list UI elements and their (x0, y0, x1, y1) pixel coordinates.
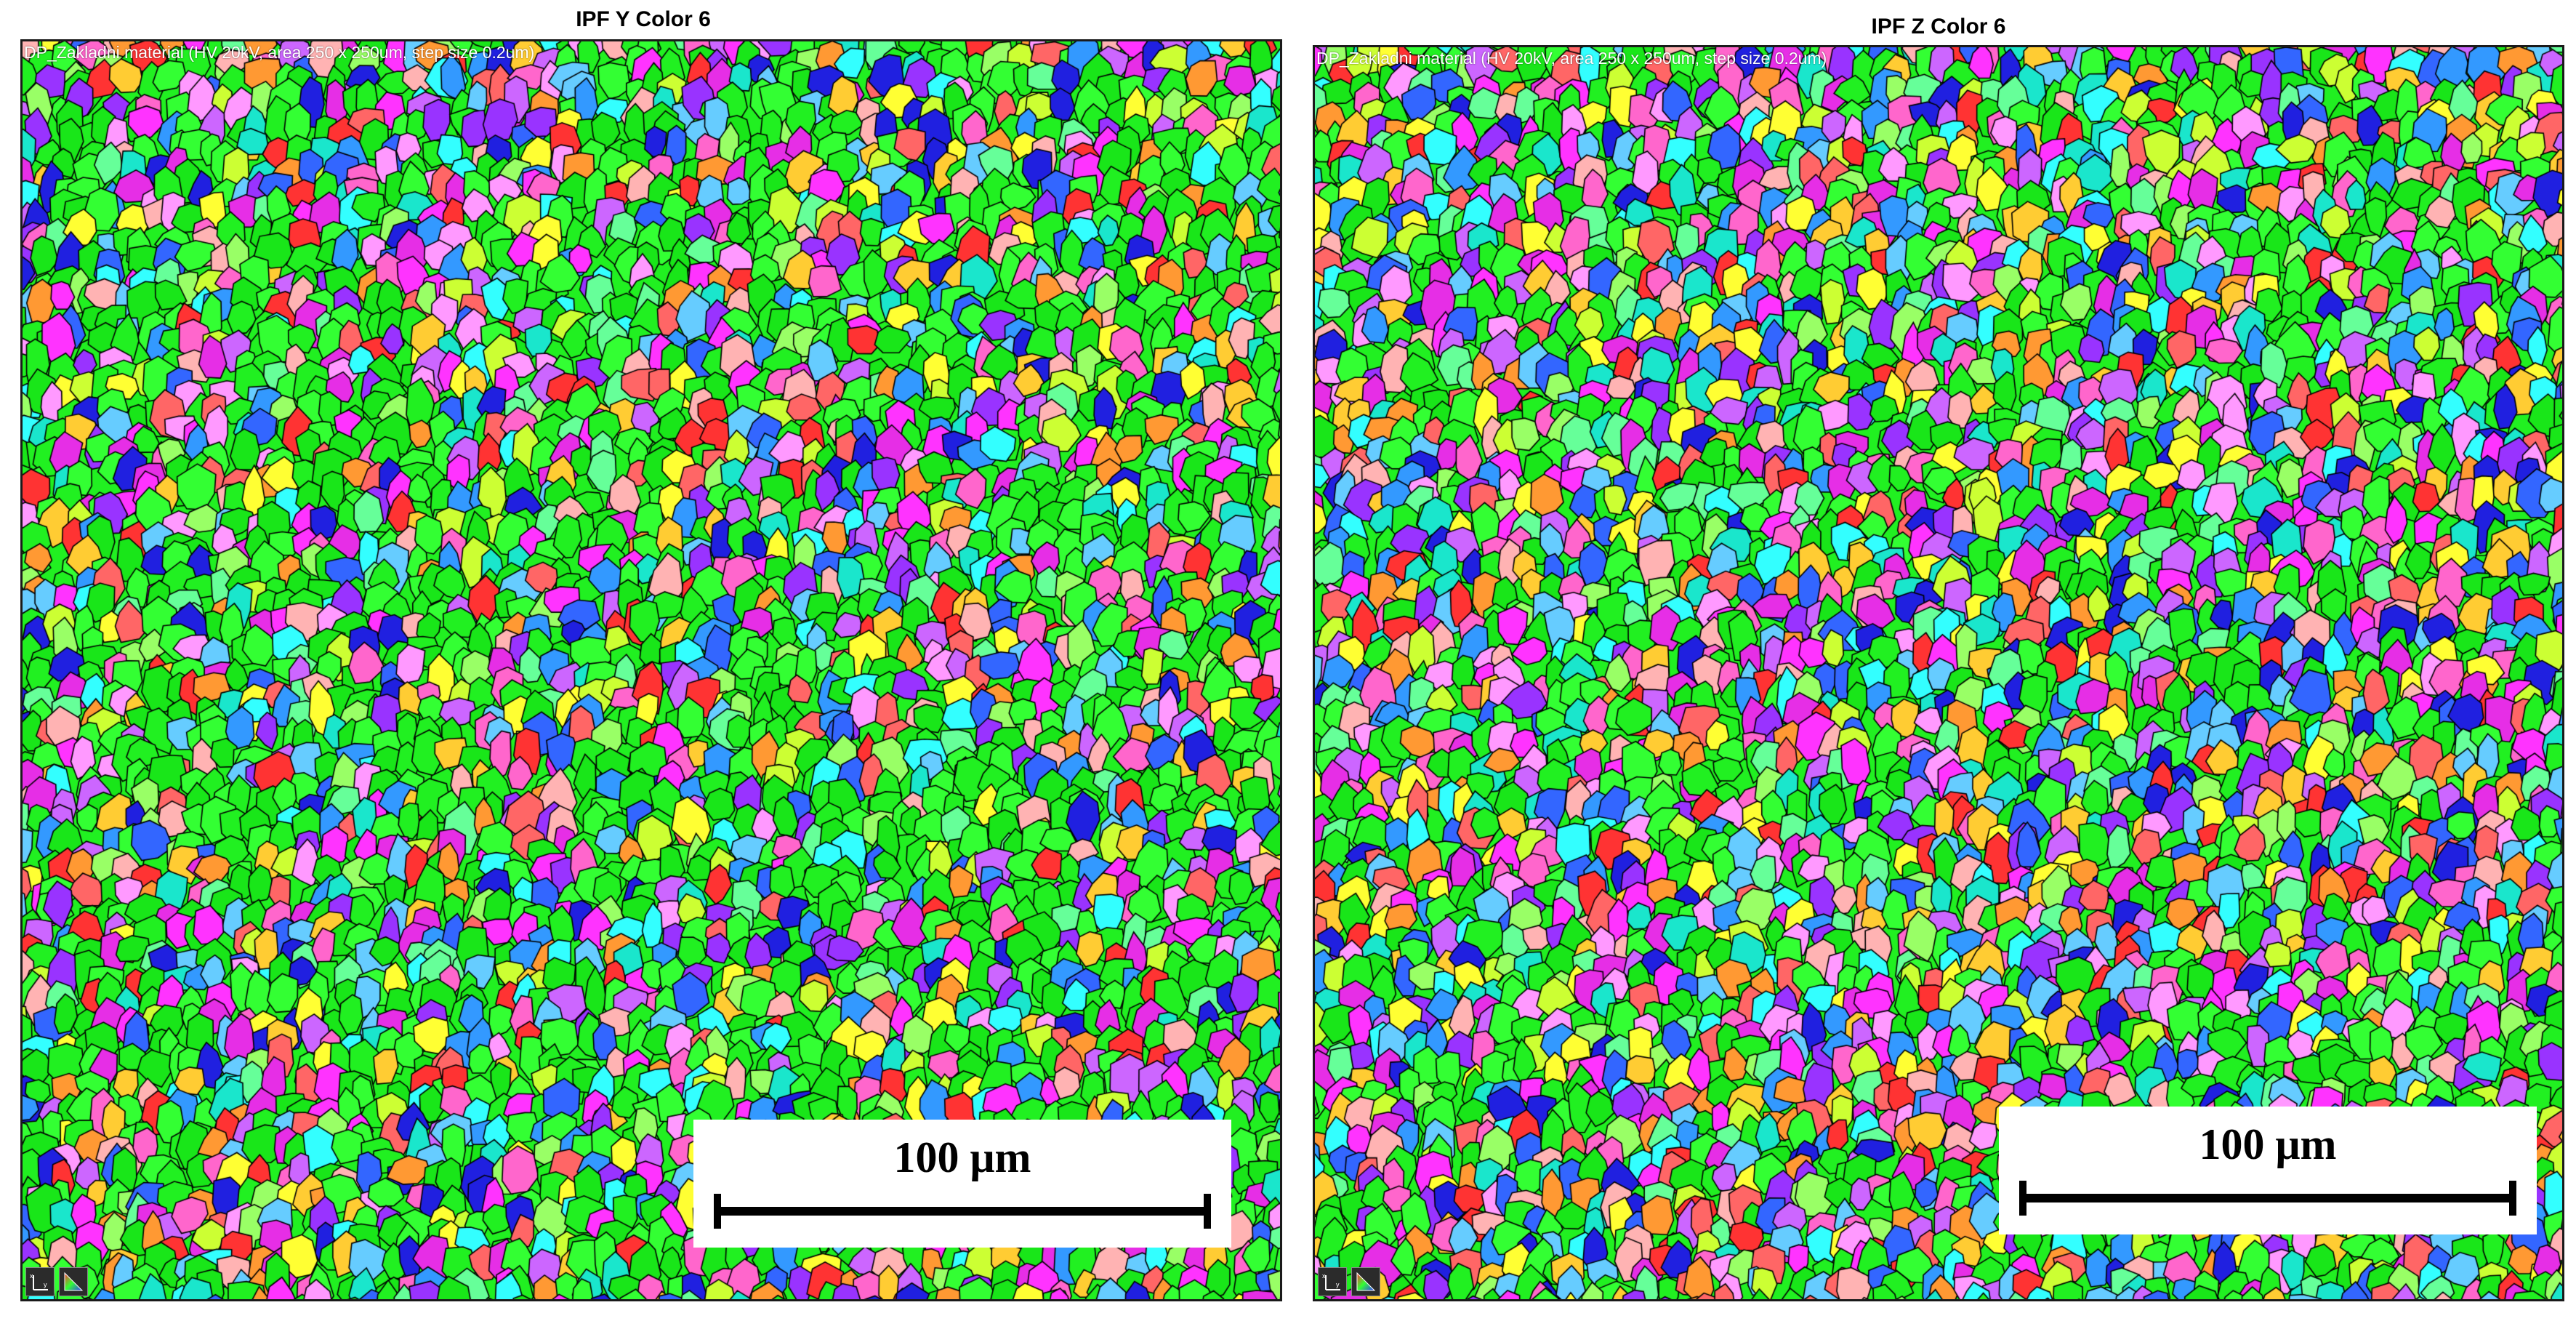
panel-title: IPF Y Color 6 (576, 7, 711, 31)
scale-bar-label: 100 μm (893, 1133, 1031, 1181)
map-toolbar: x y (1318, 1267, 1380, 1296)
svg-text:x: x (30, 1272, 33, 1280)
panel-title: IPF Z Color 6 (1871, 15, 2006, 39)
ipf-z-panel: IPF Z Color 6 DP_Zakladni material (HV 2… (1301, 0, 2576, 1321)
scale-bar-box: 100 μm (693, 1120, 1231, 1248)
scale-bar-left-tick (2019, 1181, 2026, 1216)
ebsd-map: DP_Zakladni material (HV 20kV, area 250 … (20, 39, 1282, 1301)
ipf-y-panel: IPF Y Color 6 DP_Zakladni material (HV 2… (0, 0, 1287, 1321)
scale-bar (714, 1194, 1211, 1229)
scale-bar-right-tick (1204, 1194, 1211, 1229)
grain-map-image (23, 41, 1280, 1299)
svg-text:x: x (1322, 1272, 1326, 1280)
ipf-triangle-icon[interactable] (59, 1267, 88, 1296)
scale-bar (2019, 1181, 2516, 1216)
scale-bar-label: 100 μm (2199, 1120, 2337, 1168)
ebsd-map: DP_Zakladni material (HV 20kV, area 250 … (1313, 45, 2564, 1301)
scale-bar-right-tick (2509, 1181, 2516, 1216)
scale-bar-box: 100 μm (1999, 1107, 2537, 1234)
map-label: DP_Zakladni material (HV 20kV, area 250 … (1316, 49, 1827, 68)
grain-map-image (1315, 47, 2562, 1299)
axes-icon[interactable]: x y (1318, 1267, 1347, 1296)
svg-text:y: y (44, 1281, 47, 1288)
map-toolbar: x y (25, 1267, 88, 1296)
svg-text:y: y (1336, 1281, 1340, 1288)
map-label: DP_Zakladni material (HV 20kV, area 250 … (24, 43, 535, 62)
axes-icon[interactable]: x y (25, 1267, 55, 1296)
scale-bar-left-tick (714, 1194, 721, 1229)
ipf-triangle-icon[interactable] (1351, 1267, 1380, 1296)
